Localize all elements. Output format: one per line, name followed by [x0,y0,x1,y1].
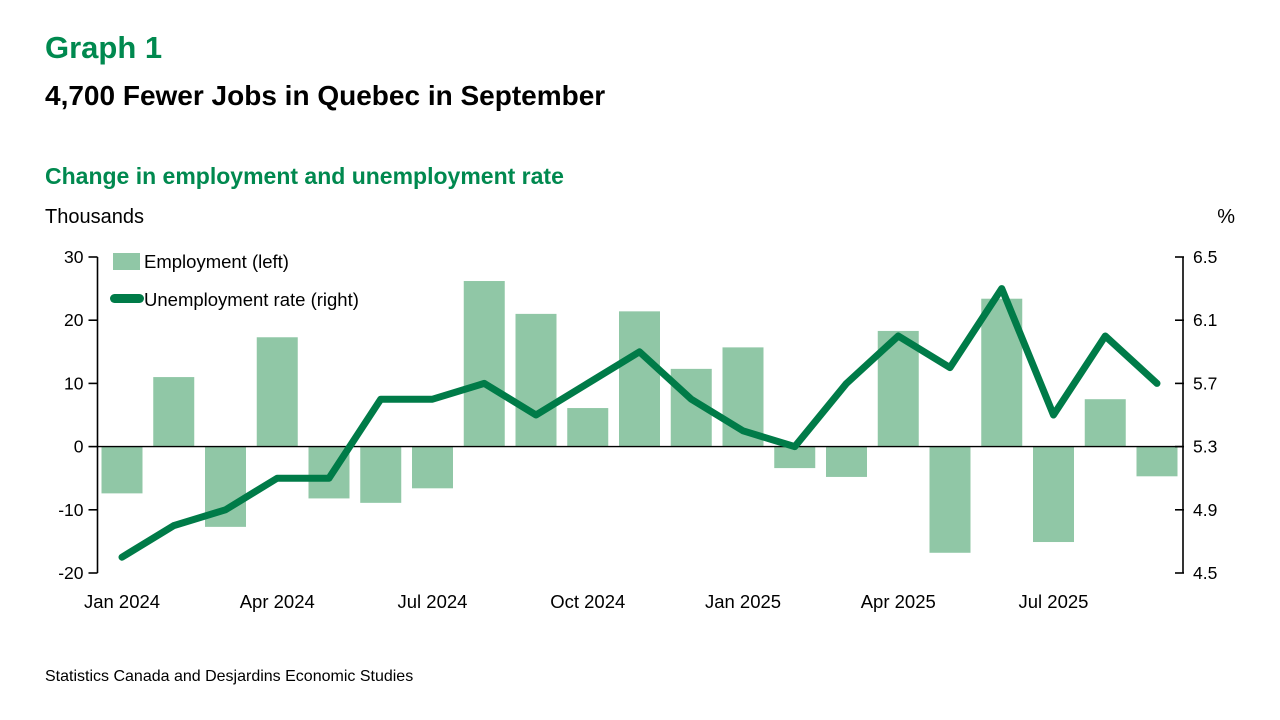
right-axis-tick-label: 5.7 [1193,373,1217,393]
employment-bar [256,337,298,447]
employment-bar [1136,446,1178,477]
employment-bar [101,446,143,494]
page-title: 4,700 Fewer Jobs in Quebec in September [45,80,606,111]
graph-number-label: Graph 1 [45,30,163,65]
unemployment-line [118,285,1161,561]
x-axis-label: Apr 2024 [240,591,315,612]
unemployment-legend-label: Unemployment rate (right) [144,289,359,310]
employment-bar [929,446,971,553]
left-axis-tick-label: 10 [64,373,84,393]
x-axis-label: Apr 2025 [861,591,936,612]
unemployment-legend-swatch [110,294,144,303]
employment-bar [619,311,660,447]
employment-bar [774,446,816,469]
x-axis-label: Jan 2024 [84,591,160,612]
left-axis-tick-label: 0 [74,437,84,457]
right-axis-tick-label: 4.5 [1193,563,1217,583]
chart-legend: Employment (left) Unemployment rate (rig… [110,251,359,310]
employment-bar [515,313,557,447]
left-axis-tick-label: 20 [64,310,84,330]
employment-bar [1033,446,1074,543]
right-axis-tick-label: 4.9 [1193,500,1217,520]
employment-bar [567,408,609,447]
x-axis-label: Jan 2025 [705,591,781,612]
employment-bars [101,281,1178,553]
left-axis-tick-label: 30 [64,247,84,267]
employment-bar [826,446,867,477]
right-axis-tick-label: 6.5 [1193,247,1217,267]
chart-subtitle: Change in employment and unemployment ra… [45,163,564,189]
left-axis-tick-label: -10 [58,500,84,520]
employment-legend-swatch [113,253,140,270]
employment-bar [463,281,505,447]
x-axis-label: Oct 2024 [550,591,625,612]
employment-bar [360,446,402,503]
employment-bar [1084,399,1126,447]
unemployment-rate-line [118,285,1161,561]
source-attribution: Statistics Canada and Desjardins Economi… [45,668,414,685]
left-axis-tick-label: -20 [58,563,84,583]
x-axis-label: Jul 2024 [398,591,468,612]
employment-bar [153,377,195,447]
x-axis-label: Jul 2025 [1019,591,1089,612]
right-axis-tick-label: 6.1 [1193,310,1217,330]
left-axis-unit-label: Thousands [45,206,144,228]
employment-legend-label: Employment (left) [144,251,289,272]
axes: 30 20 10 0 -10 -20 6.5 6.1 5.7 5.3 4.9 4.5 Jan 2024 A… [58,247,1217,612]
employment-bar [412,446,453,489]
right-axis-tick-label: 5.3 [1193,437,1217,457]
right-axis-unit-label: % [1217,206,1235,228]
